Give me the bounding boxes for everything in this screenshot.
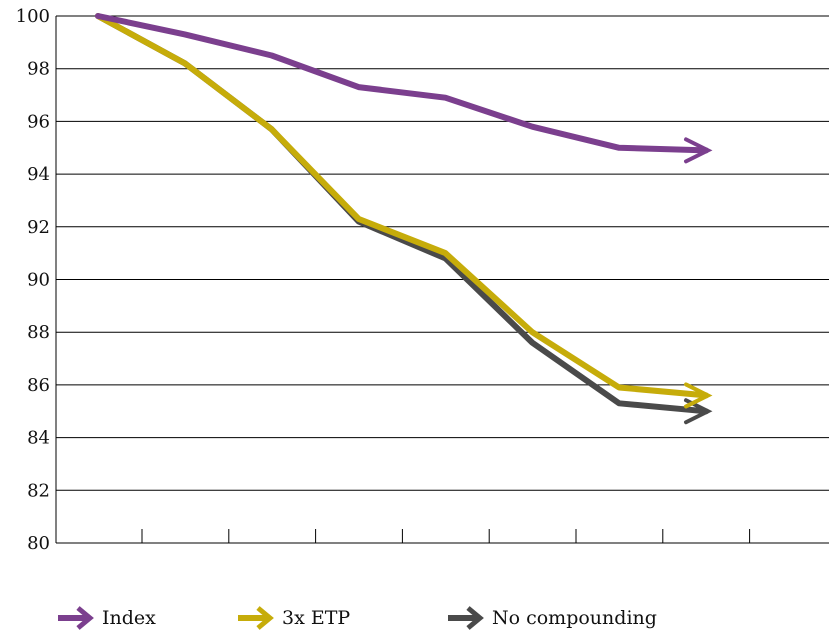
y-tick-label: 100 bbox=[16, 6, 50, 27]
line-chart: 80 82 84 86 88 90 92 94 96 98 100 bbox=[16, 6, 829, 554]
legend-label-no-compounding: No compounding bbox=[492, 607, 657, 629]
y-tick-label: 80 bbox=[27, 533, 50, 554]
y-tick-label: 96 bbox=[27, 111, 50, 132]
series-lines bbox=[95, 13, 713, 425]
legend: Index 3x ETP No compounding bbox=[0, 598, 829, 638]
legend-item-index: Index bbox=[56, 598, 156, 638]
y-tick-label: 84 bbox=[27, 428, 50, 449]
y-tick-label: 98 bbox=[27, 59, 50, 80]
legend-arrow-icon bbox=[58, 606, 94, 630]
y-tick-label: 86 bbox=[27, 375, 50, 396]
legend-arrow-icon bbox=[238, 606, 274, 630]
legend-label-3x-etp: 3x ETP bbox=[282, 607, 351, 629]
y-tick-label: 92 bbox=[27, 217, 50, 238]
series-line-3x-etp bbox=[95, 13, 709, 399]
y-tick-label: 90 bbox=[27, 270, 50, 291]
series-arrowhead-3x-etp bbox=[684, 382, 713, 409]
y-tick-label: 88 bbox=[27, 322, 50, 343]
legend-item-no-compounding: No compounding bbox=[446, 598, 657, 638]
y-axis-ticks: 80 82 84 86 88 90 92 94 96 98 100 bbox=[16, 6, 50, 554]
legend-label-index: Index bbox=[102, 607, 156, 629]
series-line-no-compounding bbox=[95, 13, 709, 415]
gridlines bbox=[55, 15, 829, 544]
legend-item-3x-etp: 3x ETP bbox=[236, 598, 350, 638]
y-tick-label: 82 bbox=[27, 480, 50, 501]
series-line-index bbox=[95, 13, 709, 154]
legend-arrow-icon bbox=[448, 606, 484, 630]
x-axis-ticks bbox=[141, 529, 751, 543]
y-tick-label: 94 bbox=[27, 164, 50, 185]
series-arrowhead-index bbox=[684, 137, 713, 164]
